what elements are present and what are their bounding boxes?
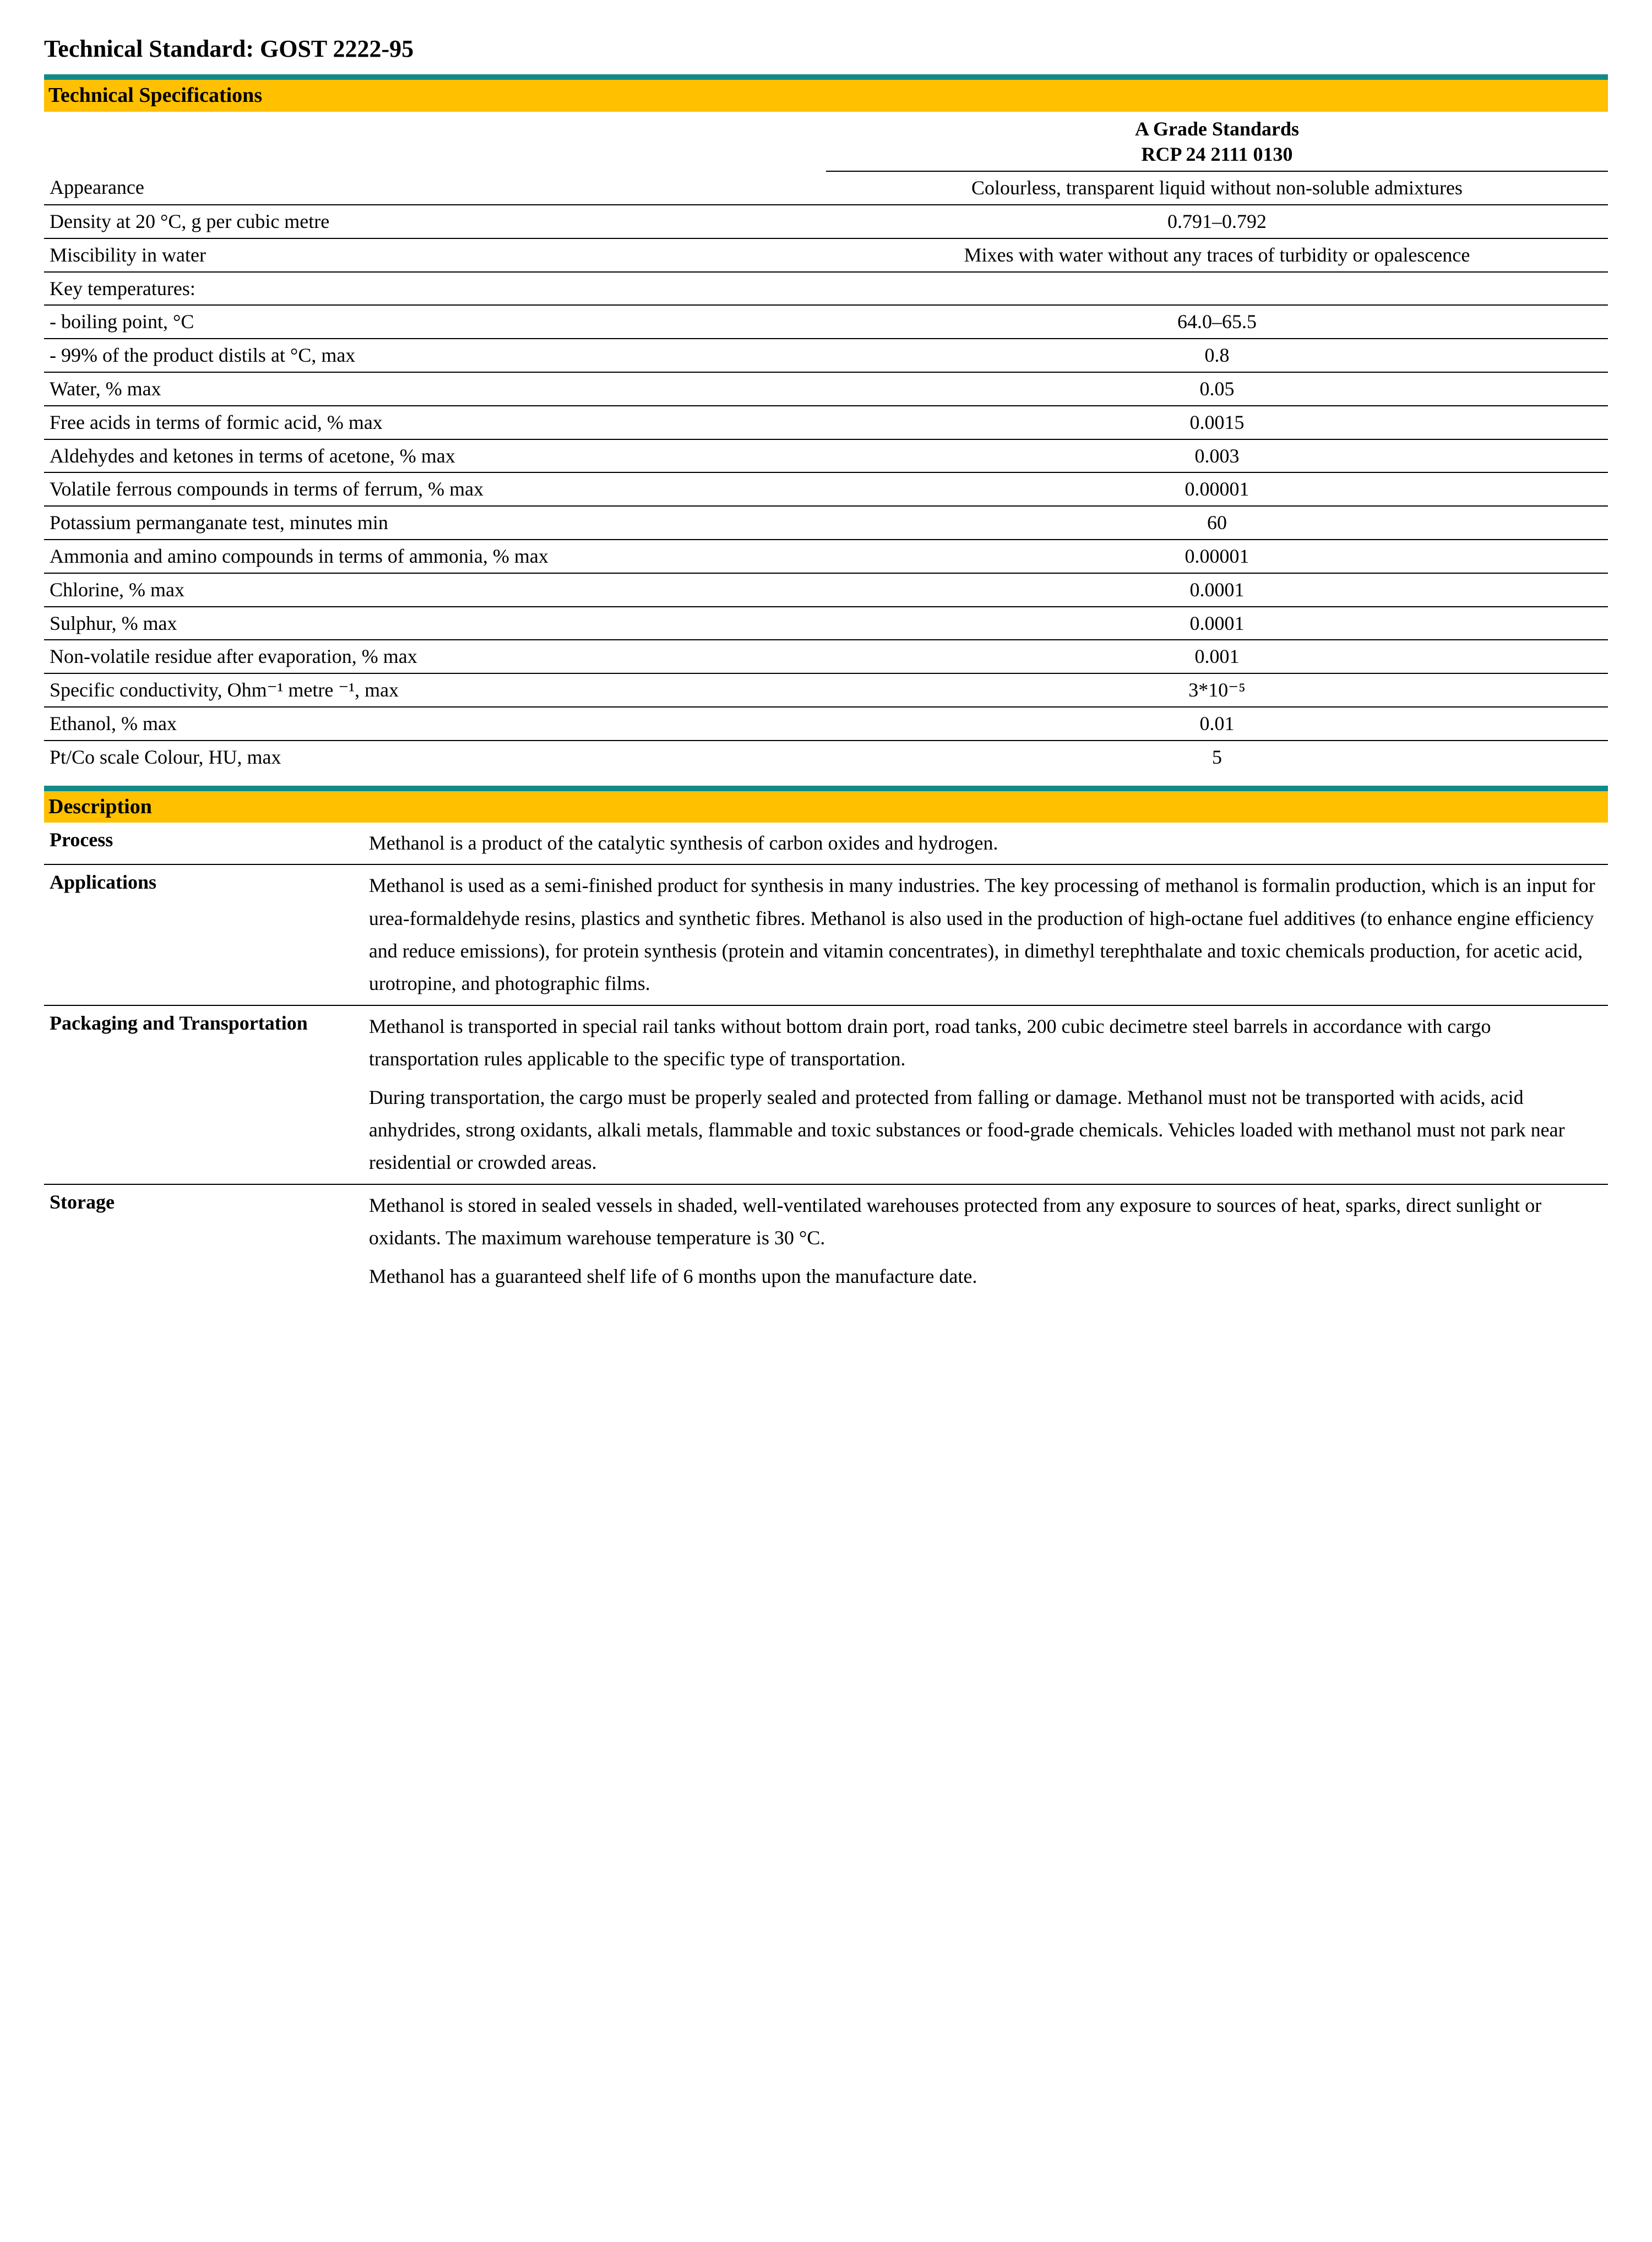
table-row: Ammonia and amino compounds in terms of … xyxy=(44,540,1608,573)
divider-teal-top xyxy=(44,74,1608,80)
section-header-specs: Technical Specifications xyxy=(44,80,1608,111)
spec-label: Ammonia and amino compounds in terms of … xyxy=(44,540,826,573)
spec-label: Ethanol, % max xyxy=(44,707,826,741)
table-row: Free acids in terms of formic acid, % ma… xyxy=(44,406,1608,439)
table-row: Aldehydes and ketones in terms of aceton… xyxy=(44,439,1608,473)
table-row: Chlorine, % max0.0001 xyxy=(44,573,1608,607)
spec-value: 3*10⁻⁵ xyxy=(826,673,1608,707)
spec-label: - 99% of the product distils at °C, max xyxy=(44,339,826,372)
spec-value: 0.003 xyxy=(826,439,1608,473)
spec-value: 0.001 xyxy=(826,640,1608,673)
desc-body: Methanol is stored in sealed vessels in … xyxy=(363,1184,1608,1297)
spec-label: Density at 20 °C, g per cubic metre xyxy=(44,205,826,238)
desc-paragraph: Methanol has a guaranteed shelf life of … xyxy=(369,1260,1602,1293)
table-row: Density at 20 °C, g per cubic metre0.791… xyxy=(44,205,1608,238)
spec-label: Miscibility in water xyxy=(44,238,826,272)
spec-label: Sulphur, % max xyxy=(44,607,826,640)
table-row: Key temperatures: xyxy=(44,272,1608,306)
desc-paragraph: Methanol is a product of the catalytic s… xyxy=(369,827,1602,859)
spec-value: 64.0–65.5 xyxy=(826,305,1608,339)
table-row: Volatile ferrous compounds in terms of f… xyxy=(44,472,1608,506)
desc-row: Packaging and TransportationMethanol is … xyxy=(44,1005,1608,1184)
table-row: Ethanol, % max0.01 xyxy=(44,707,1608,741)
table-row: Sulphur, % max0.0001 xyxy=(44,607,1608,640)
desc-label: Storage xyxy=(44,1184,363,1297)
table-row: Water, % max0.05 xyxy=(44,372,1608,406)
specs-column-header: A Grade Standards RCP 24 2111 0130 xyxy=(44,112,1608,172)
section-header-desc: Description xyxy=(44,791,1608,823)
spec-label: Specific conductivity, Ohm⁻¹ metre ⁻¹, m… xyxy=(44,673,826,707)
spec-value: 0.0001 xyxy=(826,573,1608,607)
spec-value: 5 xyxy=(826,741,1608,774)
spec-label: Potassium permanganate test, minutes min xyxy=(44,506,826,540)
desc-body: Methanol is used as a semi-finished prod… xyxy=(363,864,1608,1005)
specs-table: A Grade Standards RCP 24 2111 0130 Appea… xyxy=(44,112,1608,774)
desc-paragraph: Methanol is transported in special rail … xyxy=(369,1010,1602,1076)
desc-label: Packaging and Transportation xyxy=(44,1005,363,1184)
spec-value: 0.05 xyxy=(826,372,1608,406)
page-title: Technical Standard: GOST 2222-95 xyxy=(44,33,1608,64)
desc-row: ProcessMethanol is a product of the cata… xyxy=(44,823,1608,864)
table-row: Specific conductivity, Ohm⁻¹ metre ⁻¹, m… xyxy=(44,673,1608,707)
table-row: Non-volatile residue after evaporation, … xyxy=(44,640,1608,673)
spec-label: Appearance xyxy=(44,171,826,205)
desc-paragraph: During transportation, the cargo must be… xyxy=(369,1081,1602,1179)
spec-value: 0.00001 xyxy=(826,540,1608,573)
specs-header-value: A Grade Standards RCP 24 2111 0130 xyxy=(826,112,1608,172)
spec-label: Aldehydes and ketones in terms of aceton… xyxy=(44,439,826,473)
desc-paragraph: Methanol is stored in sealed vessels in … xyxy=(369,1189,1602,1255)
spec-label: Water, % max xyxy=(44,372,826,406)
spec-value: 0.0015 xyxy=(826,406,1608,439)
specs-header-line1: A Grade Standards xyxy=(1135,118,1299,140)
table-row: Potassium permanganate test, minutes min… xyxy=(44,506,1608,540)
table-row: AppearanceColourless, transparent liquid… xyxy=(44,171,1608,205)
spec-label: Free acids in terms of formic acid, % ma… xyxy=(44,406,826,439)
spec-label: Key temperatures: xyxy=(44,272,826,306)
spec-value: Mixes with water without any traces of t… xyxy=(826,238,1608,272)
desc-label: Applications xyxy=(44,864,363,1005)
desc-label: Process xyxy=(44,823,363,864)
spec-value: 60 xyxy=(826,506,1608,540)
table-row: Miscibility in waterMixes with water wit… xyxy=(44,238,1608,272)
table-row: Pt/Co scale Colour, HU, max5 xyxy=(44,741,1608,774)
spec-label: - boiling point, °C xyxy=(44,305,826,339)
divider-teal-desc xyxy=(44,786,1608,791)
desc-body: Methanol is transported in special rail … xyxy=(363,1005,1608,1184)
desc-body: Methanol is a product of the catalytic s… xyxy=(363,823,1608,864)
spec-value: 0.791–0.792 xyxy=(826,205,1608,238)
table-row: - boiling point, °C64.0–65.5 xyxy=(44,305,1608,339)
spec-value: Colourless, transparent liquid without n… xyxy=(826,171,1608,205)
desc-paragraph: Methanol is used as a semi-finished prod… xyxy=(369,869,1602,1000)
spec-value: 0.00001 xyxy=(826,472,1608,506)
spec-value: 0.01 xyxy=(826,707,1608,741)
spec-value xyxy=(826,272,1608,306)
specs-header-empty xyxy=(44,112,826,172)
desc-row: ApplicationsMethanol is used as a semi-f… xyxy=(44,864,1608,1005)
spec-value: 0.0001 xyxy=(826,607,1608,640)
spec-label: Chlorine, % max xyxy=(44,573,826,607)
specs-header-line2: RCP 24 2111 0130 xyxy=(1141,143,1292,165)
spec-value: 0.8 xyxy=(826,339,1608,372)
desc-row: StorageMethanol is stored in sealed vess… xyxy=(44,1184,1608,1297)
spec-label: Pt/Co scale Colour, HU, max xyxy=(44,741,826,774)
spec-label: Volatile ferrous compounds in terms of f… xyxy=(44,472,826,506)
description-table: ProcessMethanol is a product of the cata… xyxy=(44,823,1608,1297)
table-row: - 99% of the product distils at °C, max0… xyxy=(44,339,1608,372)
spec-label: Non-volatile residue after evaporation, … xyxy=(44,640,826,673)
